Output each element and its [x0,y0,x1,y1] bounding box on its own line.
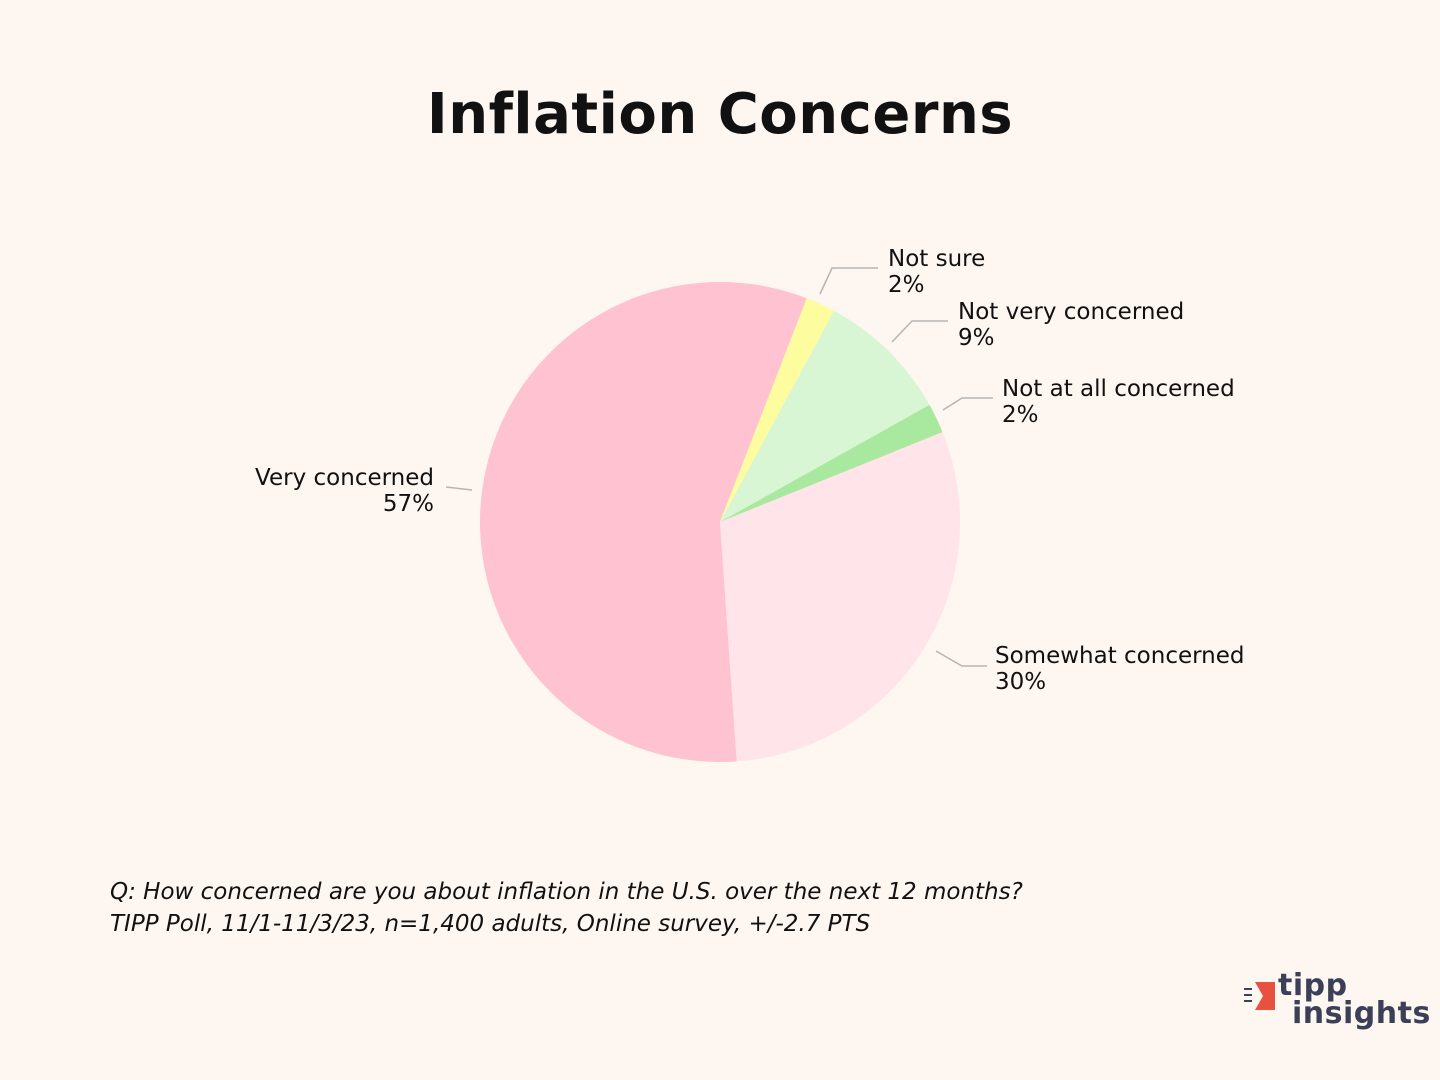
footnote-source: TIPP Poll, 11/1-11/3/23, n=1,400 adults,… [110,911,871,937]
slice-not-very-concerned [720,310,930,522]
label-not-very-concerned-pct: 9% [958,325,995,351]
slice-somewhat-concerned [720,432,960,762]
leader-line [819,267,878,295]
label-not-very-concerned-text: Not very concerned [958,299,1185,325]
leader-line [935,650,987,667]
chart-title: Inflation Concerns [426,82,1014,147]
slice-not-sure [720,298,835,522]
label-not-sure-pct: 2% [888,272,925,298]
label-somewhat-concerned-text: Somewhat concerned [995,643,1245,669]
leader-line [942,397,993,411]
label-very-concerned-text: Very concerned [255,465,434,491]
slice-not-at-all-concerned [720,404,943,522]
leader-line [445,486,473,491]
footnote-question: Q: How concerned are you about inflation… [110,879,1023,905]
footnote: Q: How concerned are you about inflation… [110,876,1023,940]
label-not-at-all-concerned-pct: 2% [1002,402,1039,428]
slice-very-concerned [479,282,807,762]
label-not-sure-text: Not sure [888,246,986,272]
label-somewhat-concerned: Somewhat concerned 30% [995,643,1245,695]
leader-line [891,320,948,343]
label-not-at-all-concerned-text: Not at all concerned [1002,376,1235,402]
label-somewhat-concerned-pct: 30% [995,669,1047,695]
label-very-concerned-pct: 57% [382,491,434,517]
label-very-concerned: Very concerned 57% [220,465,434,517]
label-not-sure: Not sure 2% [888,246,985,298]
label-not-at-all-concerned: Not at all concerned 2% [1002,376,1235,428]
tipp-insights-logo: tipp insights [1244,968,1430,1038]
label-not-very-concerned: Not very concerned 9% [958,299,1184,351]
logo-arrow-icon [1244,982,1275,1010]
logo-line1: tipp [1278,968,1348,1003]
logo-line2: insights [1292,996,1431,1031]
